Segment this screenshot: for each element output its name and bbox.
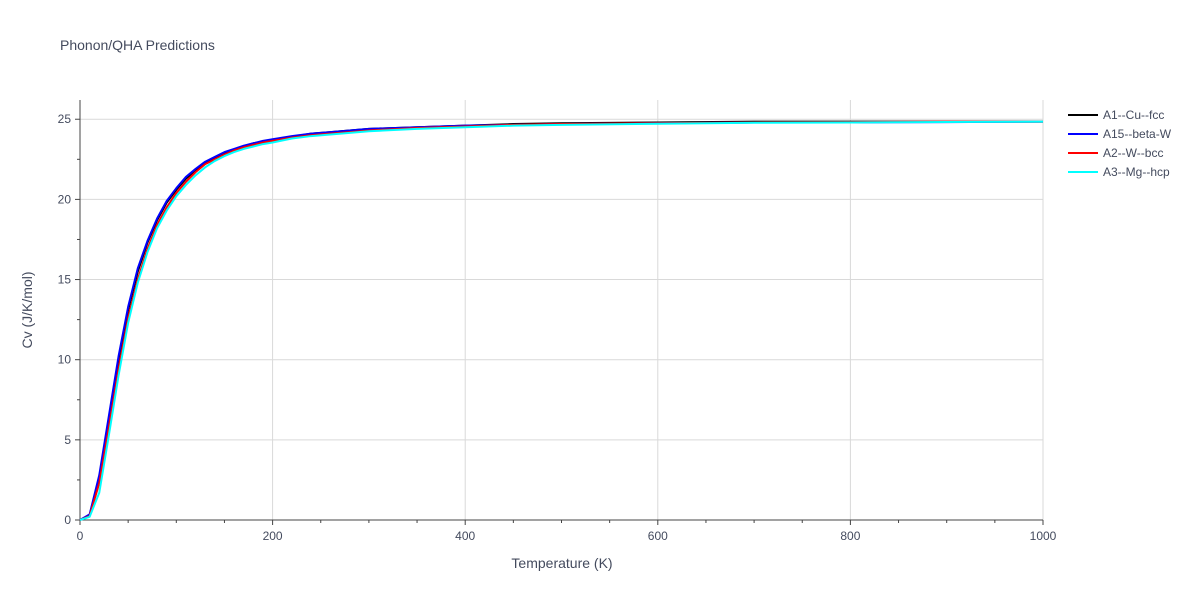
y-tick-label: 10 (58, 353, 72, 367)
series-lines (79, 120, 1044, 521)
legend-item: A1--Cu--fcc (1068, 108, 1164, 122)
x-tick-label: 400 (455, 529, 475, 543)
legend-label: A15--beta-W (1103, 127, 1172, 141)
x-tick-label: 1000 (1030, 529, 1057, 543)
x-tick-label: 600 (648, 529, 668, 543)
y-tick-label: 15 (58, 273, 72, 287)
series-line-a15-beta-w (79, 120, 1044, 521)
series-line-a3-mg-hcp (79, 120, 1044, 521)
legend-item: A2--W--bcc (1068, 146, 1163, 160)
x-tick-label: 0 (77, 529, 84, 543)
x-tick-label: 800 (840, 529, 860, 543)
axes: 0 200 400 600 800 1000 0 5 10 15 20 25 (58, 100, 1057, 543)
legend-item: A15--beta-W (1068, 127, 1172, 141)
series-line-a1-cu-fcc (79, 120, 1043, 521)
legend-item: A3--Mg--hcp (1068, 165, 1170, 179)
legend-label: A1--Cu--fcc (1103, 108, 1164, 122)
x-tick-label: 200 (263, 529, 283, 543)
legend: A1--Cu--fcc A15--beta-W A2--W--bcc A3--Mg--… (1068, 108, 1172, 179)
y-tick-label: 5 (64, 433, 71, 447)
legend-label: A3--Mg--hcp (1103, 165, 1170, 179)
grid (80, 100, 1044, 520)
y-axis-title: Cv (J/K/mol) (19, 272, 35, 349)
chart-title: Phonon/QHA Predictions (60, 37, 215, 53)
legend-label: A2--W--bcc (1103, 146, 1163, 160)
x-axis-title: Temperature (K) (511, 555, 612, 571)
series-line-a2-w-bcc (79, 120, 1043, 521)
y-tick-label: 25 (58, 112, 72, 126)
y-tick-label: 0 (64, 513, 71, 527)
y-tick-label: 20 (58, 192, 72, 206)
